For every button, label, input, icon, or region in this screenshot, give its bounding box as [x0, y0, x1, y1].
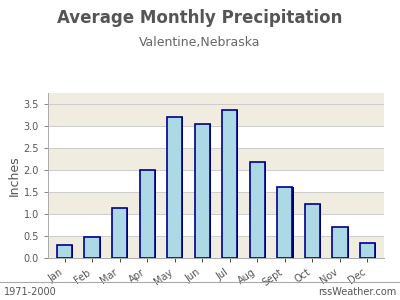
Y-axis label: Inches: Inches — [8, 155, 21, 196]
Bar — [195, 124, 210, 258]
Bar — [277, 187, 292, 258]
Bar — [196, 124, 211, 258]
Bar — [57, 245, 72, 258]
Text: Valentine,Nebraska: Valentine,Nebraska — [139, 36, 261, 49]
Bar — [140, 170, 155, 258]
Text: Average Monthly Precipitation: Average Monthly Precipitation — [57, 9, 343, 27]
Bar — [113, 208, 128, 258]
Bar — [84, 237, 100, 258]
Bar — [222, 110, 237, 258]
Bar — [58, 245, 73, 258]
Bar — [334, 227, 349, 258]
Bar — [48, 104, 384, 126]
Bar — [278, 187, 294, 258]
Bar — [360, 243, 375, 258]
Bar — [48, 236, 384, 258]
Bar — [361, 243, 376, 258]
Bar — [141, 170, 156, 258]
Bar — [112, 208, 127, 258]
Bar — [305, 204, 320, 258]
Bar — [48, 192, 384, 214]
Bar — [48, 126, 384, 148]
Bar — [251, 162, 266, 258]
Bar — [168, 117, 183, 258]
Bar — [250, 162, 265, 258]
Text: 1971-2000: 1971-2000 — [4, 287, 57, 297]
Bar — [223, 110, 238, 258]
Bar — [86, 237, 101, 258]
Bar — [332, 227, 348, 258]
Bar — [48, 170, 384, 192]
Text: rssWeather.com: rssWeather.com — [318, 287, 396, 297]
Bar — [48, 148, 384, 170]
Bar — [167, 117, 182, 258]
Bar — [306, 204, 321, 258]
Bar — [48, 214, 384, 236]
